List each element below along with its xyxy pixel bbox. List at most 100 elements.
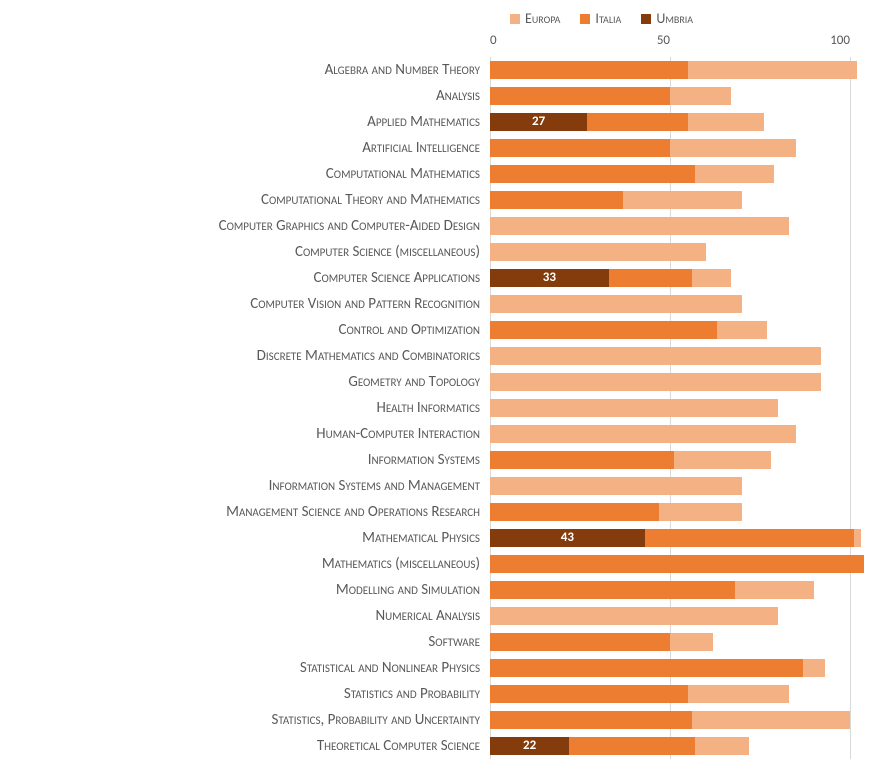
bar-segment-europa (670, 87, 731, 105)
bar-area (490, 581, 850, 599)
bar-area (490, 87, 850, 105)
legend-item: Europa (510, 10, 560, 27)
bar-segment-europa (688, 685, 789, 703)
category-label: Artificial Intelligence (10, 139, 490, 157)
bar-segment-italia (490, 321, 717, 339)
category-label: Computer Vision and Pattern Recognition (10, 295, 490, 313)
gridline (850, 265, 851, 291)
gridline (850, 499, 851, 525)
europa-swatch (510, 14, 520, 24)
chart-row: Human-Computer Interaction (10, 421, 877, 447)
chart-rows: Algebra and Number Theory Analysis Applied… (10, 57, 877, 759)
gridline (850, 317, 851, 343)
category-label: Management Science and Operations Resear… (10, 503, 490, 521)
category-label: Modelling and Simulation (10, 581, 490, 599)
bar-area (490, 399, 850, 417)
chart-row: Statistics and Probability (10, 681, 877, 707)
axis-tick-label: 0 (490, 33, 497, 53)
chart-row: Management Science and Operations Resear… (10, 499, 877, 525)
chart-row: Statistics, Probability and Uncertainty (10, 707, 877, 733)
bar-segment-europa (490, 477, 742, 495)
bar-segment-europa (670, 633, 713, 651)
gridline (850, 655, 851, 681)
bar-segment-europa (692, 711, 850, 729)
bar-area (490, 191, 850, 209)
category-label: Geometry and Topology (10, 373, 490, 391)
category-label: Computational Theory and Mathematics (10, 191, 490, 209)
category-label: Mathematical Physics (10, 529, 490, 547)
chart-row: Applied Mathematics27 (10, 109, 877, 135)
legend-label: Europa (525, 10, 560, 27)
bar-segment-italia (490, 659, 803, 677)
bar-area: 33 (490, 269, 850, 287)
category-label: Mathematics (miscellaneous) (10, 555, 490, 573)
axis-tick-label: 100 (830, 33, 850, 53)
bar-segment-italia (490, 685, 688, 703)
bar-area (490, 217, 850, 235)
bar-area (490, 555, 850, 573)
bar-segment-italia (490, 87, 670, 105)
category-label: Software (10, 633, 490, 651)
bar-segment-europa (670, 139, 796, 157)
bar-area (490, 321, 850, 339)
chart-row: Theoretical Computer Science22 (10, 733, 877, 759)
chart-row: Mathematical Physics43 (10, 525, 877, 551)
bar-segment-italia (490, 139, 670, 157)
category-label: Statistics and Probability (10, 685, 490, 703)
bar-segment-europa (688, 113, 764, 131)
bar-segment-europa (490, 347, 821, 365)
category-label: Analysis (10, 87, 490, 105)
bar-area (490, 503, 850, 521)
bar-area (490, 139, 850, 157)
legend: Europa Italia Umbria (510, 10, 877, 27)
category-label: Computer Science Applications (10, 269, 490, 287)
category-label: Statistical and Nonlinear Physics (10, 659, 490, 677)
gridline (850, 83, 851, 109)
italia-swatch (580, 14, 590, 24)
chart-row: Computer Graphics and Computer-Aided Des… (10, 213, 877, 239)
gridline (850, 447, 851, 473)
bar-area (490, 451, 850, 469)
bar-value-label: 22 (490, 737, 569, 755)
bar-segment-italia (490, 633, 670, 651)
category-label: Computer Graphics and Computer-Aided Des… (10, 217, 490, 235)
bar-segment-italia (569, 737, 695, 755)
gridline (850, 161, 851, 187)
umbria-swatch (641, 14, 651, 24)
bar-segment-europa (717, 321, 767, 339)
category-label: Applied Mathematics (10, 113, 490, 131)
gridline (850, 135, 851, 161)
category-label: Information Systems and Management (10, 477, 490, 495)
gridline (850, 109, 851, 135)
x-axis: 050100 (10, 33, 877, 53)
chart-row: Discrete Mathematics and Combinatorics (10, 343, 877, 369)
category-label: Discrete Mathematics and Combinatorics (10, 347, 490, 365)
bar-segment-italia (645, 529, 854, 547)
bar-area (490, 347, 850, 365)
bar-segment-italia (490, 581, 735, 599)
bar-area (490, 685, 850, 703)
bar-area (490, 477, 850, 495)
chart-row: Algebra and Number Theory (10, 57, 877, 83)
category-label: Algebra and Number Theory (10, 61, 490, 79)
bar-segment-europa (490, 217, 789, 235)
bar-area (490, 425, 850, 443)
gridline (850, 421, 851, 447)
bar-segment-italia (490, 165, 695, 183)
bar-segment-europa (735, 581, 814, 599)
gridline (850, 291, 851, 317)
chart-row: Computational Theory and Mathematics (10, 187, 877, 213)
category-label: Numerical Analysis (10, 607, 490, 625)
bar-value-label: 43 (490, 529, 645, 547)
category-label: Computational Mathematics (10, 165, 490, 183)
bar-segment-italia (609, 269, 692, 287)
bar-segment-europa (692, 269, 732, 287)
bar-segment-italia (490, 711, 692, 729)
bar-area (490, 711, 850, 729)
legend-item: Italia (580, 10, 621, 27)
legend-label: Umbria (656, 10, 693, 27)
legend-label: Italia (595, 10, 621, 27)
bar-segment-europa (490, 399, 778, 417)
category-label: Statistics, Probability and Uncertainty (10, 711, 490, 729)
x-axis-labels: 050100 (490, 33, 850, 53)
